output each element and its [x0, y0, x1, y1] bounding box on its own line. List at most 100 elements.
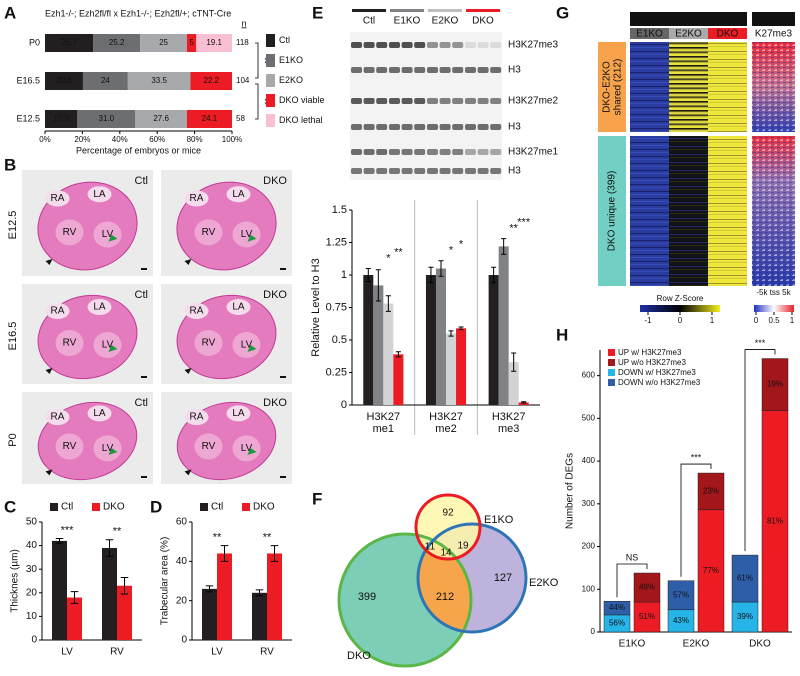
- blot-band: [414, 42, 426, 48]
- value-label: 25: [159, 38, 168, 47]
- bar-segment: [667, 580, 695, 611]
- bar: [393, 354, 404, 405]
- blot-band: [427, 149, 438, 155]
- column-label: Ctl: [135, 289, 148, 301]
- bar-segment: [45, 34, 94, 52]
- x-tick-label: 60%: [149, 135, 165, 144]
- x-axis-label: Percentage of embryos or mice: [76, 145, 201, 155]
- heatmap-block: [630, 42, 669, 132]
- blot-band: [427, 67, 438, 73]
- y-tick-label: 50: [26, 517, 38, 528]
- bar-segment: [603, 600, 631, 616]
- row-label: E16.5: [7, 322, 19, 351]
- chamber: [87, 299, 112, 315]
- region-count: 92: [442, 508, 454, 519]
- chamber: [55, 433, 84, 460]
- y-tick-label: 500: [582, 413, 596, 422]
- x-tick-label: E2KO: [683, 639, 710, 650]
- bar: [202, 588, 217, 640]
- blot-band: [351, 168, 362, 174]
- y-axis-label: Thicknes (µm): [10, 549, 21, 613]
- legend-label: Ctl: [61, 502, 73, 513]
- blot-band: [363, 67, 375, 73]
- value-label: 20.3: [56, 76, 72, 85]
- value-label: 31.0: [99, 114, 115, 123]
- significance-label: **: [113, 526, 122, 538]
- column-label: DKO: [263, 397, 287, 409]
- y-axis-label: Relative Level to H3: [310, 258, 322, 356]
- arrowhead: [184, 368, 192, 374]
- blot-band: [439, 67, 451, 73]
- chamber: [226, 299, 251, 315]
- text-line: DKO-E2KO: [601, 61, 612, 113]
- bar: [117, 585, 132, 640]
- text-line: shared (212): [612, 59, 623, 116]
- bar-segment: [196, 34, 232, 52]
- bar: [217, 553, 232, 640]
- scale-bar: [141, 268, 147, 270]
- blot-band: [401, 98, 413, 104]
- arrowhead: [45, 469, 53, 476]
- colorbar-tick-label: 1: [790, 316, 795, 325]
- legend-swatch: [242, 503, 250, 511]
- bar-segment: [77, 110, 136, 128]
- value-label: 25.2: [109, 38, 125, 47]
- heatmap-block: [669, 42, 708, 132]
- venn-outline: [337, 532, 473, 668]
- bar-segment: [45, 110, 78, 128]
- error-bar: [70, 591, 79, 604]
- y-tick-label: 300: [582, 499, 596, 508]
- significance-label: ***: [61, 524, 75, 536]
- colorbar-tick-label: 0: [678, 316, 683, 325]
- chamber: [226, 405, 251, 422]
- chamber-label: LA: [232, 189, 245, 200]
- share-label: 23%: [703, 487, 719, 496]
- blot-band: [439, 149, 451, 155]
- chamber: [55, 219, 84, 246]
- group-label: E2KO: [432, 16, 459, 27]
- chamber: [87, 405, 112, 422]
- blot-band: [401, 168, 413, 174]
- share-label: 19%: [767, 380, 783, 389]
- blot-band: [376, 149, 388, 155]
- share-label: 77%: [703, 566, 719, 575]
- heatmap-block: [708, 42, 747, 132]
- blot-band: [389, 42, 400, 48]
- error-bar: [521, 401, 527, 404]
- green-arrow: [247, 234, 257, 242]
- x-tick-label: H3K27 me1: [367, 411, 401, 435]
- header-label: RNA-seq: [668, 14, 709, 25]
- legend-swatch: [266, 34, 275, 47]
- region-count: 11: [425, 542, 436, 553]
- legend-label: DKO viable: [279, 95, 325, 105]
- significance-label: ***: [691, 452, 702, 462]
- chamber: [232, 332, 261, 358]
- share-label: 57%: [673, 590, 689, 599]
- y-tick-label: 0.5: [332, 334, 347, 346]
- bar: [267, 553, 282, 640]
- group-label: DKO unique (399): [607, 171, 618, 252]
- legend-label: E2KO: [279, 75, 303, 85]
- legend-label: DKO: [253, 502, 275, 513]
- blot-band: [414, 168, 426, 174]
- bar: [435, 268, 446, 405]
- significance-bracket: [744, 349, 776, 552]
- blot-band: [439, 124, 451, 130]
- legend-label: UP w/ H3K27me3: [618, 348, 682, 357]
- group-bar: [390, 9, 424, 12]
- scale-bar: [280, 376, 286, 378]
- chip-texture: [752, 42, 795, 132]
- bar: [446, 333, 457, 405]
- error-bar: [205, 585, 214, 593]
- blot-background: [350, 32, 502, 180]
- chamber-label: RA: [51, 306, 65, 317]
- bar-segment: [731, 554, 759, 603]
- significance-label: NS: [626, 552, 639, 562]
- blot-band: [477, 42, 489, 48]
- y-tick-label: 10: [26, 611, 38, 622]
- y-tick-label: 1.5: [332, 204, 347, 216]
- text-line: H3K27: [367, 411, 401, 423]
- set-name: E2KO: [529, 577, 559, 589]
- group-label: Ctl: [363, 16, 375, 27]
- error-bar: [365, 268, 371, 282]
